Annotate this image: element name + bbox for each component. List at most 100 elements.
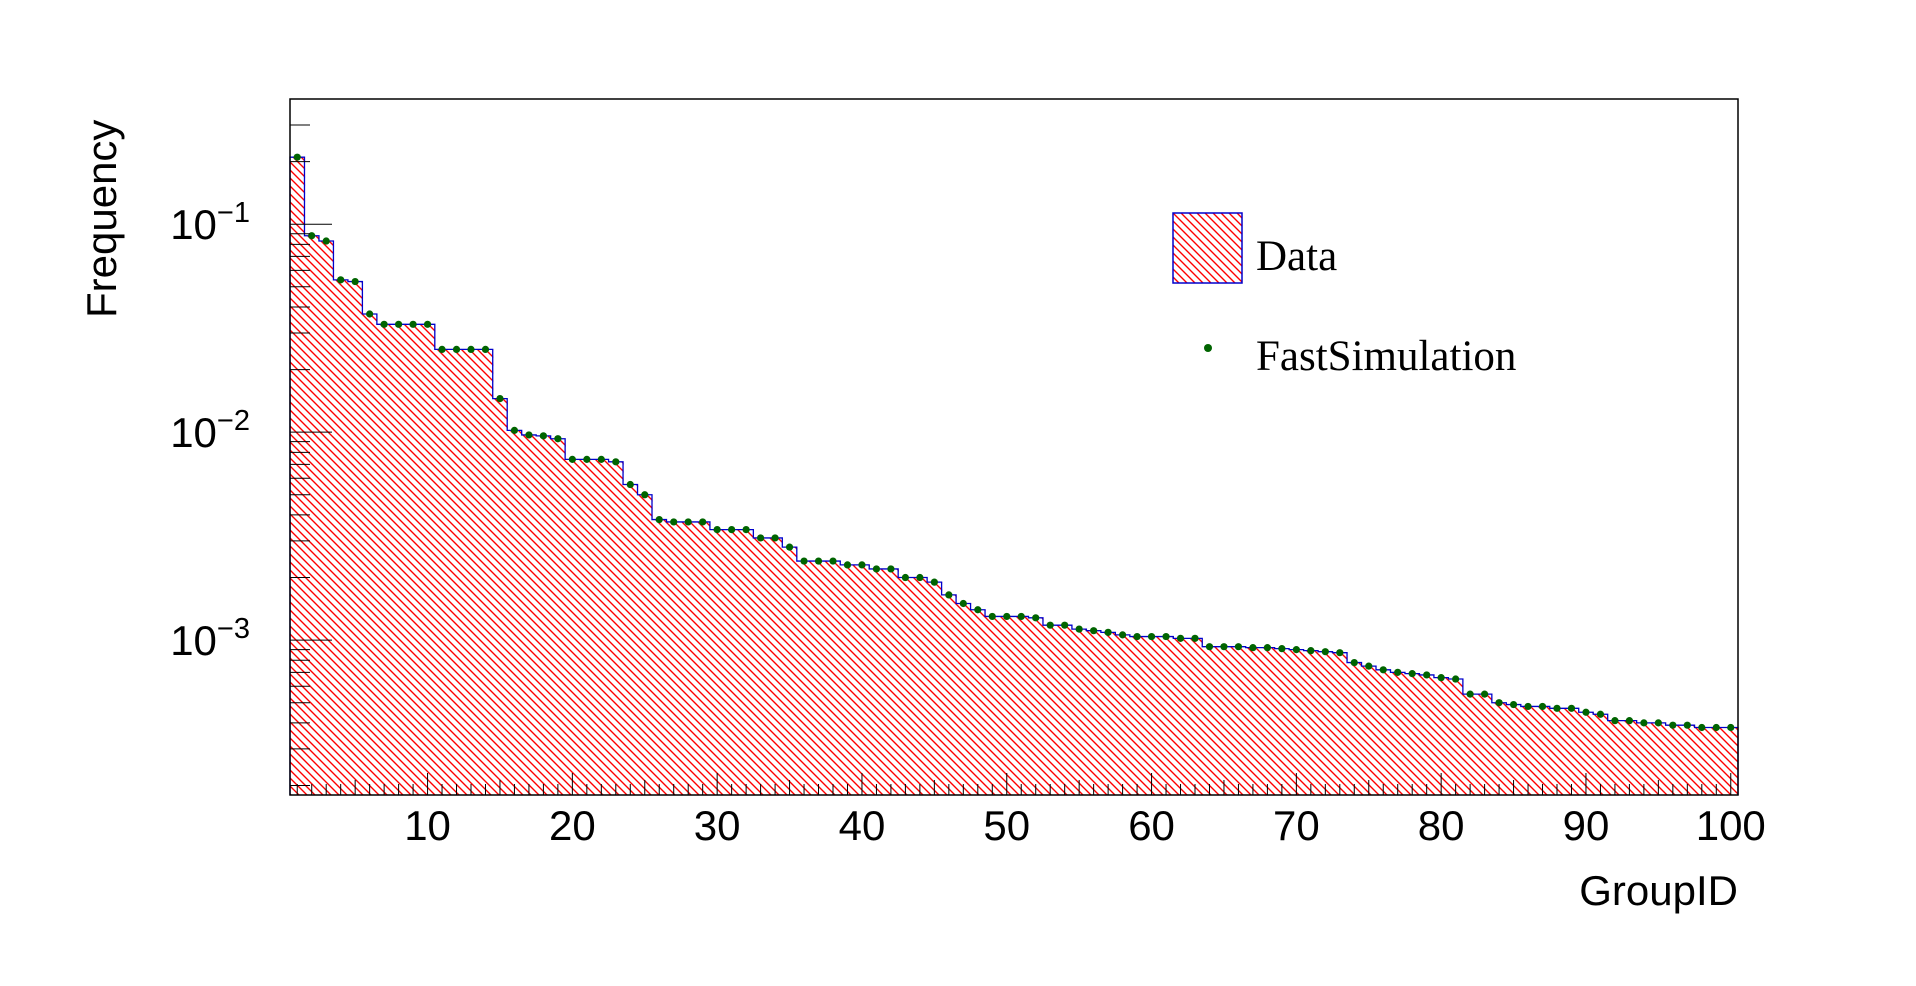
data-bar — [1129, 636, 1145, 795]
fastsimulation-point — [612, 458, 620, 466]
data-bar — [623, 484, 639, 795]
data-bar — [318, 241, 335, 796]
fastsimulation-point — [1683, 721, 1691, 729]
data-bar — [1578, 712, 1594, 795]
fastsimulation-point — [452, 345, 461, 354]
fastsimulation-point — [684, 518, 692, 526]
fastsimulation-point — [1611, 717, 1619, 725]
data-bar — [1535, 706, 1551, 795]
data-bar — [376, 324, 392, 795]
y-tick-label: 10−1 — [170, 197, 250, 248]
data-bar — [1144, 636, 1160, 795]
data-bar — [985, 616, 1001, 795]
data-bar — [1057, 625, 1073, 795]
fastsimulation-point — [568, 455, 576, 463]
fastsimulation-point — [858, 561, 866, 569]
fastsimulation-point — [901, 573, 910, 582]
data-bar — [854, 564, 870, 795]
fastsimulation-point — [988, 612, 996, 621]
fastsimulation-point — [597, 455, 605, 463]
fastsimulation-point — [395, 320, 403, 328]
data-bar — [912, 577, 928, 795]
fastsimulation-point — [351, 277, 359, 286]
fastsimulation-point — [1625, 717, 1633, 725]
data-bar — [1158, 636, 1174, 795]
fastsimulation-point — [1495, 699, 1503, 707]
fastsimulation-point — [554, 435, 562, 443]
data-bar — [449, 349, 465, 795]
fastsimulation-point — [583, 455, 591, 463]
fastsimulation-point — [1249, 644, 1257, 652]
fastsimulation-point — [1553, 704, 1561, 712]
data-bar — [695, 521, 711, 795]
data-bar — [1231, 646, 1247, 795]
fastsimulation-point — [1423, 671, 1431, 679]
data-bar — [811, 561, 827, 795]
data-bar — [1086, 630, 1102, 795]
data-bar — [1332, 652, 1348, 795]
data-bar — [1448, 679, 1464, 795]
y-tick-label: 10−3 — [170, 613, 250, 664]
data-bar — [1651, 722, 1667, 795]
data-bar — [594, 459, 610, 795]
fastsimulation-point — [1640, 719, 1648, 727]
fastsimulation-point — [467, 345, 475, 354]
fastsimulation-point — [1263, 644, 1271, 652]
fastsimulation-point — [1046, 621, 1054, 629]
fastsimulation-point — [525, 431, 533, 439]
data-bar — [1520, 706, 1536, 795]
data-bar — [1216, 646, 1232, 795]
fastsimulation-point — [1408, 670, 1416, 678]
data-bar — [492, 398, 508, 795]
x-tick-label: 40 — [839, 802, 886, 849]
data-bar — [463, 349, 479, 795]
fastsimulation-point — [1582, 708, 1590, 716]
fastsimulation-point — [366, 310, 374, 318]
fastsimulation-point — [757, 534, 765, 542]
fastsimulation-point — [945, 591, 953, 599]
data-bar — [1361, 666, 1377, 795]
fastsimulation-point — [1452, 675, 1460, 683]
data-bar — [507, 430, 523, 795]
data-bar — [1318, 651, 1334, 795]
data-bar — [362, 314, 378, 795]
fastsimulation-point — [800, 557, 808, 565]
data-bar — [652, 519, 668, 795]
data-bar — [666, 521, 682, 795]
x-tick-label: 80 — [1418, 802, 1465, 849]
fastsimulation-point — [930, 578, 938, 586]
data-bar — [680, 521, 697, 795]
data-bar — [1245, 647, 1261, 795]
x-tick-label: 30 — [694, 802, 741, 849]
fastsimulation-point — [1017, 612, 1025, 621]
data-bar — [1028, 617, 1044, 795]
data-bar — [840, 564, 856, 795]
fastsimulation-point — [887, 565, 895, 573]
fastsimulation-point — [510, 426, 519, 434]
fastsimulation-point — [771, 534, 779, 542]
fastsimulation-point — [829, 557, 837, 565]
fastsimulation-point — [916, 573, 924, 582]
data-bar — [1477, 694, 1493, 795]
fastsimulation-point — [293, 153, 301, 161]
fastsimulation-point — [1437, 674, 1445, 682]
x-tick-label: 10 — [404, 802, 451, 849]
fastsimulation-point — [1147, 632, 1156, 641]
y-axis: 10−1 10−2 10−3 — [170, 98, 332, 786]
data-bar — [347, 281, 363, 795]
fastsimulation-point — [1176, 634, 1185, 642]
fastsimulation-point — [1032, 614, 1040, 622]
fastsimulation-point — [1205, 643, 1214, 651]
x-tick-label: 50 — [983, 802, 1030, 849]
data-bar — [405, 324, 421, 795]
fastsimulation-point — [1509, 700, 1518, 709]
fastsimulation-point — [1090, 627, 1098, 635]
fastsimulation-point — [641, 491, 649, 499]
data-bar — [1187, 638, 1203, 795]
data-bar — [999, 616, 1015, 795]
data-bar — [579, 459, 595, 795]
data-bar — [1042, 625, 1059, 795]
data-bar — [391, 324, 407, 795]
fastsimulation-point — [1350, 658, 1358, 667]
data-bar — [1491, 702, 1507, 795]
